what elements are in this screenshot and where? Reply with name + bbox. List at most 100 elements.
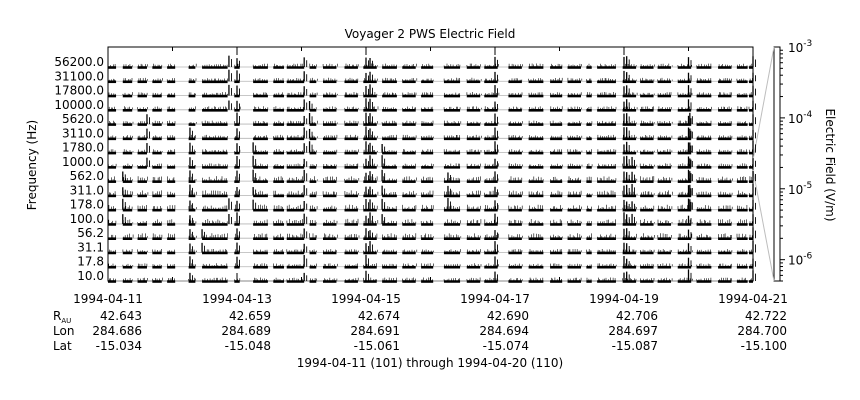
data-noise	[567, 233, 582, 238]
data-noise	[421, 190, 434, 195]
y-tick-label: 10000.0	[54, 98, 104, 112]
data-noise	[568, 205, 582, 210]
data-noise	[202, 92, 228, 96]
data-noise	[202, 64, 228, 67]
data-noise	[658, 204, 673, 210]
data-noise	[551, 135, 562, 138]
data-noise	[345, 263, 358, 267]
data-noise	[485, 233, 499, 238]
ephemeris-value: 284.700	[737, 324, 787, 338]
data-noise	[567, 106, 582, 110]
data-noise	[323, 263, 338, 267]
data-traces	[107, 55, 756, 283]
data-noise	[718, 205, 733, 210]
data-noise	[310, 205, 318, 210]
data-noise	[273, 190, 284, 195]
data-noise	[528, 233, 543, 238]
data-noise	[641, 191, 655, 195]
data-noise	[568, 176, 582, 181]
data-noise	[749, 149, 753, 153]
data-noise	[383, 106, 397, 110]
data-noise	[640, 249, 655, 252]
data-noise	[750, 278, 752, 281]
data-noise	[467, 134, 482, 138]
data-noise	[109, 191, 116, 195]
data-noise	[202, 263, 228, 267]
data-noise	[253, 249, 268, 252]
data-noise	[323, 149, 338, 153]
data-noise	[322, 191, 337, 195]
data-noise	[273, 277, 284, 281]
y-tick-label: 10.0	[77, 269, 104, 283]
data-noise	[286, 277, 303, 281]
data-noise	[253, 150, 268, 153]
data-noise	[345, 134, 359, 138]
data-noise	[529, 149, 543, 153]
data-noise	[189, 249, 197, 252]
data-noise	[749, 63, 753, 67]
data-noise	[485, 135, 499, 138]
data-noise	[587, 233, 592, 238]
data-noise	[383, 176, 397, 181]
data-noise	[696, 149, 711, 153]
data-noise	[749, 234, 753, 238]
data-noise	[167, 120, 176, 124]
data-noise	[138, 63, 148, 67]
data-noise	[274, 249, 283, 252]
data-noise	[587, 106, 592, 110]
data-noise	[677, 249, 693, 252]
data-noise	[550, 234, 563, 238]
data-noise	[623, 92, 638, 96]
data-noise	[567, 263, 582, 267]
data-noise	[586, 136, 592, 138]
data-noise	[124, 106, 133, 110]
y-axis-label: Frequency (Hz)	[25, 120, 39, 211]
data-noise	[696, 63, 712, 67]
data-noise	[587, 205, 592, 210]
data-noise	[122, 249, 133, 252]
data-noise	[403, 63, 417, 67]
data-noise	[189, 121, 197, 124]
data-noise	[623, 263, 637, 267]
data-noise	[235, 249, 240, 252]
ephemeris-row-label: RAU	[53, 309, 71, 325]
data-noise	[344, 234, 360, 238]
data-noise	[137, 277, 148, 281]
data-noise	[254, 176, 267, 181]
data-noise	[718, 121, 732, 124]
data-noise	[383, 92, 396, 96]
data-noise	[189, 78, 197, 81]
ephemeris-value: 42.706	[616, 309, 658, 323]
data-noise	[677, 204, 693, 210]
data-noise	[508, 234, 523, 238]
data-noise	[658, 176, 673, 181]
data-noise	[287, 63, 303, 67]
y-tick-labels: 56200.031100.017800.010000.05620.03110.0…	[54, 55, 112, 283]
data-noise	[484, 149, 499, 153]
data-noise	[344, 120, 359, 124]
ephemeris-value: 42.674	[358, 309, 400, 323]
data-noise	[466, 277, 481, 281]
colorbar-tick-label: 10-5	[788, 181, 812, 197]
data-noise	[152, 92, 162, 96]
data-noise	[484, 176, 499, 181]
data-noise	[529, 135, 543, 138]
data-noise	[509, 78, 523, 81]
data-noise	[640, 263, 654, 267]
data-noise	[696, 219, 711, 224]
data-noise	[657, 163, 672, 167]
data-noise	[623, 106, 638, 110]
data-noise	[273, 106, 284, 110]
data-noise	[641, 120, 655, 124]
data-noise	[310, 164, 317, 167]
data-noise	[568, 92, 582, 96]
data-noise	[309, 120, 318, 124]
data-noise	[443, 106, 461, 110]
data-noise	[658, 63, 673, 67]
data-noise	[108, 176, 115, 181]
data-noise	[153, 63, 163, 67]
data-noise	[309, 63, 317, 67]
data-noise	[749, 249, 752, 252]
data-noise	[678, 277, 693, 281]
